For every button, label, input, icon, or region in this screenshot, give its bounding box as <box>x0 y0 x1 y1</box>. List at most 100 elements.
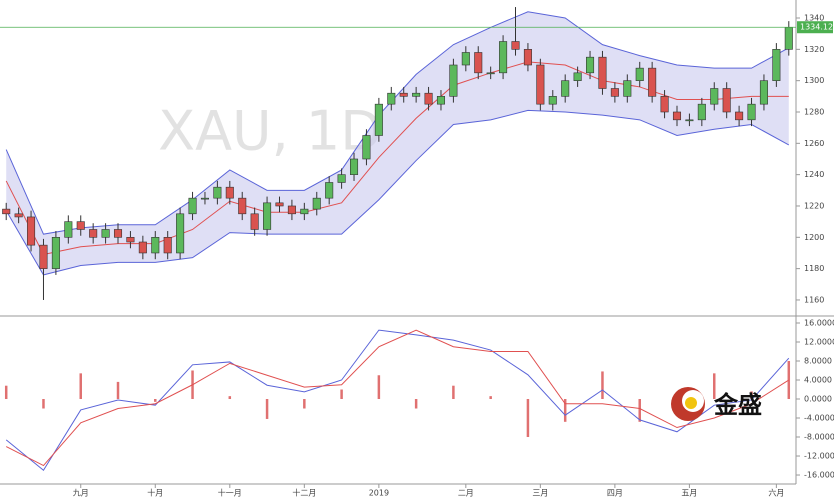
histogram-bar <box>414 399 418 409</box>
candle-body <box>176 213 185 254</box>
last-price-label: 1334.12 <box>800 23 833 32</box>
histogram-bar <box>377 375 381 400</box>
candle-body <box>660 96 669 113</box>
candle-body <box>548 96 557 105</box>
candle-body <box>287 205 296 215</box>
candle-body <box>225 186 234 199</box>
candle-body <box>759 80 768 105</box>
y-tick-label: -4.0000 <box>804 414 834 423</box>
candle-body <box>461 52 470 66</box>
histogram-bar <box>79 373 82 400</box>
candle-body <box>39 244 48 269</box>
candle-body <box>623 80 632 97</box>
y-tick-label: 4.0000 <box>804 376 832 385</box>
histogram-bar <box>303 399 306 409</box>
series-line <box>5 109 790 276</box>
x-tick-label: 十月 <box>147 488 163 498</box>
candle-body <box>126 237 135 243</box>
candle-body <box>635 67 644 81</box>
candle-body <box>101 229 110 238</box>
candle-body <box>362 135 371 160</box>
series-line <box>5 61 789 256</box>
candle-body <box>685 119 694 122</box>
x-tick-label: 2019 <box>369 489 389 498</box>
y-tick-label: 1240 <box>804 170 824 179</box>
logo-icon <box>685 397 697 409</box>
candle-body <box>14 213 23 218</box>
candle-body <box>213 186 222 199</box>
x-tick-label: 六月 <box>768 488 784 498</box>
candle-body <box>188 197 197 215</box>
x-tick-label: 五月 <box>681 489 697 498</box>
histogram-bar <box>638 399 641 422</box>
candle-body <box>163 237 172 254</box>
candle-body <box>138 241 147 254</box>
last-price-box <box>797 21 833 34</box>
candle-body <box>238 197 247 215</box>
y-tick-label: 8.0000 <box>804 356 832 365</box>
y-tick-label: -8.0000 <box>804 433 834 442</box>
x-tick-label: 十一月 <box>218 488 242 498</box>
candle-body <box>325 182 334 199</box>
candle-body <box>2 208 11 215</box>
band-fill <box>6 11 789 275</box>
candle-body <box>710 88 719 105</box>
histogram-bar <box>563 399 567 422</box>
logo-text: 金盛 <box>713 391 762 419</box>
histogram-bar <box>4 385 8 400</box>
candle-body <box>374 103 383 136</box>
candle-body <box>586 56 595 74</box>
y-tick-label: 1180 <box>804 264 824 273</box>
histogram-bar <box>787 360 791 400</box>
candle-body <box>151 237 160 254</box>
y-tick-label: -16.0000 <box>804 471 834 480</box>
candle-body <box>436 96 446 105</box>
histogram-bar <box>265 399 269 419</box>
candle-body <box>735 111 744 121</box>
histogram-bar <box>452 385 455 400</box>
candle-body <box>648 67 657 97</box>
histogram-bar <box>116 381 120 400</box>
candle-body <box>474 52 483 74</box>
histogram-bar <box>489 396 492 400</box>
candle-body <box>263 202 272 230</box>
candle-body <box>610 88 619 97</box>
histogram-bar <box>750 391 753 400</box>
candle-body <box>424 92 433 105</box>
candle-body <box>784 27 793 50</box>
candle-body <box>573 72 582 81</box>
x-tick-label: 九月 <box>73 489 89 498</box>
candle-body <box>27 216 36 246</box>
candle-body <box>511 41 520 50</box>
candle-body <box>412 92 421 97</box>
y-tick-label: 16.0000 <box>804 318 834 327</box>
x-tick-label: 四月 <box>607 489 623 498</box>
x-tick-label: 十二月 <box>292 488 316 498</box>
series-line <box>5 329 790 472</box>
y-tick-label: 1280 <box>804 107 824 116</box>
candle-body <box>113 229 123 238</box>
y-tick-label: 1200 <box>804 233 824 242</box>
series-line <box>5 11 790 235</box>
y-tick-label: 1320 <box>804 45 824 54</box>
candle-body <box>523 49 532 66</box>
candle-body <box>486 72 495 75</box>
histogram-bar <box>340 389 343 400</box>
candle-body <box>275 202 284 207</box>
histogram-bar <box>526 399 530 438</box>
candle-body <box>697 103 706 121</box>
candle-body <box>250 213 259 230</box>
candle-body <box>772 49 781 81</box>
candle-body <box>76 221 85 230</box>
candle-body <box>51 237 60 269</box>
series-line <box>5 329 790 467</box>
y-tick-label: 1160 <box>804 295 824 304</box>
y-tick-label: 0.0000 <box>804 395 832 404</box>
y-tick-label: 1220 <box>804 201 824 210</box>
y-tick-label: 1260 <box>804 139 824 148</box>
candle-body <box>449 64 458 97</box>
candle-body <box>300 208 309 215</box>
candle-body <box>64 221 73 238</box>
candle-body <box>387 92 396 105</box>
